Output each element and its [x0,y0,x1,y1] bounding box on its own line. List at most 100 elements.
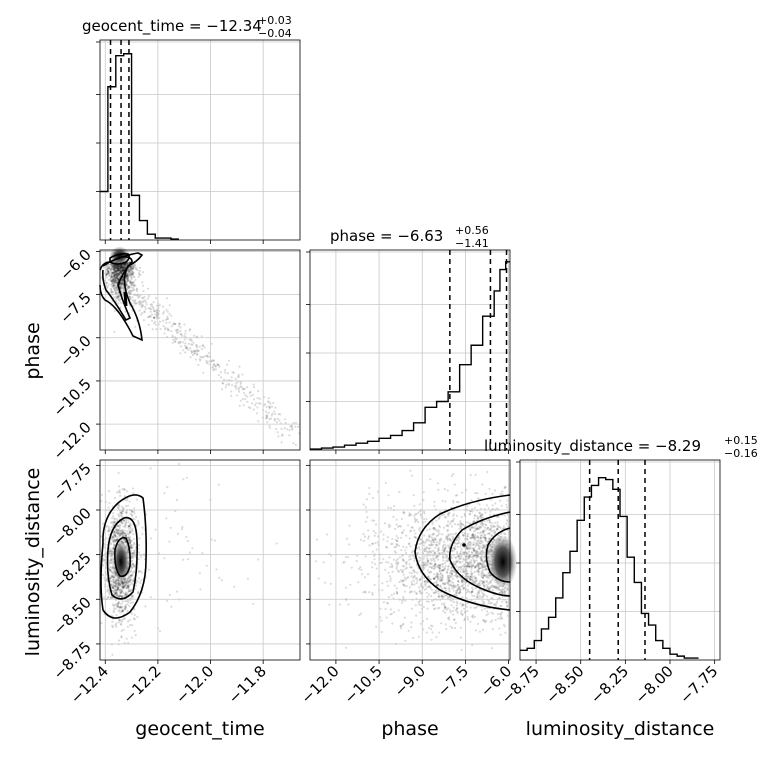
scatter-point [113,544,116,547]
scatter-point [487,586,490,589]
scatter-point [122,266,125,269]
scatter-point [116,302,120,305]
scatter-point [176,532,180,536]
scatter-point [392,515,395,519]
scatter-point [438,524,441,527]
scatter-point [116,588,119,591]
scatter-point [393,550,396,553]
scatter-point [131,265,134,268]
scatter-point [126,273,129,277]
scatter-point [218,576,221,579]
scatter-point [443,550,446,553]
scatter-point [117,269,120,272]
scatter-point [184,351,187,354]
scatter-point [398,524,401,528]
scatter-point [456,575,459,578]
scatter-point [126,273,130,276]
scatter-point [473,561,476,565]
scatter-point [129,623,132,627]
scatter-point [469,575,472,578]
scatter-point [474,566,477,570]
scatter-point [474,544,477,548]
scatter-point [482,619,485,622]
scatter-point [394,551,397,554]
scatter-point [437,555,440,558]
scatter-point [144,299,147,302]
scatter-point [118,515,121,518]
scatter-point [172,322,175,325]
scatter-point [142,290,145,293]
scatter-point [371,519,374,522]
scatter-point [375,548,378,551]
scatter-point [180,334,183,337]
scatter-point [125,276,128,279]
scatter-point [371,550,374,553]
scatter-point [119,591,122,595]
scatter-point [497,597,500,600]
scatter-point [374,523,378,526]
scatter-point [113,281,116,284]
scatter-point [474,565,477,568]
scatter-point [266,414,269,417]
scatter-point [122,518,125,522]
scatter-point [481,608,484,611]
scatter-point [213,363,216,366]
scatter-point [473,536,476,539]
scatter-point [120,267,124,270]
scatter-point [430,624,433,627]
scatter-point [116,275,120,278]
scatter-point [436,572,439,576]
scatter-point [442,556,445,559]
scatter-point [441,576,444,579]
scatter-point [433,500,436,503]
scatter-point [124,534,127,537]
scatter-point [482,544,485,547]
scatter-point [389,565,392,569]
scatter-point [119,266,122,269]
scatter-point [475,564,478,567]
scatter-point [121,282,125,285]
scatter-point [453,601,456,604]
scatter-point [297,425,300,428]
scatter-point [428,550,431,553]
scatter-point [431,521,434,524]
scatter-point [221,382,224,385]
scatter-point [358,613,361,617]
scatter-point [485,528,489,531]
scatter-point [114,528,117,531]
scatter-point [492,529,495,532]
scatter-point [166,485,169,489]
scatter-point [122,519,125,522]
scatter-point [456,583,459,586]
scatter-point [501,591,504,595]
scatter-point [445,555,448,558]
scatter-point [188,328,192,331]
scatter-point [116,295,119,298]
scatter-point [430,628,433,631]
scatter-point [126,585,130,588]
scatter-point [114,266,117,269]
scatter-point [426,547,429,550]
scatter-point [474,533,477,537]
panel-hist-luminosity_distance [519,459,721,661]
scatter-point [408,566,412,569]
scatter-point [219,371,222,374]
scatter-point [131,268,134,271]
scatter-point [471,534,474,538]
scatter-point [148,315,151,318]
scatter-point [381,582,384,585]
scatter-point [118,265,121,268]
scatter-point [505,506,508,509]
scatter-point [505,519,509,522]
scatter-point [466,618,470,621]
scatter-point [461,613,464,616]
scatter-point [128,590,131,593]
scatter-point [477,535,480,539]
scatter-point [404,639,407,643]
scatter-point [441,578,444,581]
scatter-point [120,620,124,623]
scatter-point [124,539,127,543]
scatter-point [478,568,481,571]
scatter-point [110,263,113,266]
scatter-point [179,330,182,333]
